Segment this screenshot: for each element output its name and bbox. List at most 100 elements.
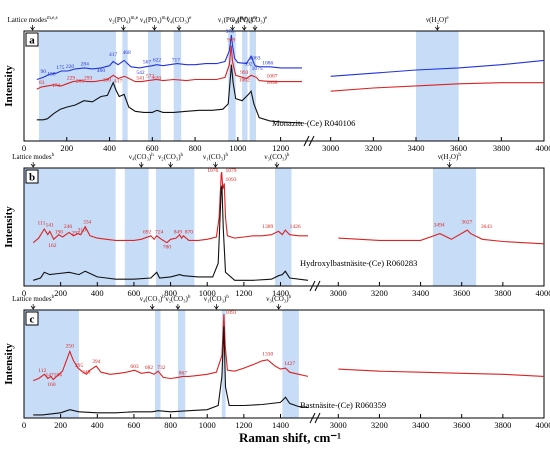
peak-label: 293 bbox=[72, 231, 81, 237]
panel-letter-box bbox=[25, 32, 39, 47]
x-tick-label: 3600 bbox=[450, 143, 467, 153]
band-label-text: ν₄(CO₃) bbox=[129, 153, 152, 161]
band-2 bbox=[148, 31, 161, 141]
plot-frame bbox=[23, 309, 545, 419]
peak-label: 682 bbox=[145, 365, 154, 371]
peak-label: 992 bbox=[244, 62, 253, 68]
band-label-text: ν₃(CO₃) bbox=[264, 153, 287, 161]
y-axis-label: Intensity bbox=[3, 65, 15, 107]
band-label: ν₄(CO₃)h bbox=[129, 153, 154, 161]
peak-label: 162 bbox=[48, 243, 57, 249]
sample-label: Monazite-(Ce) R040106 bbox=[272, 118, 355, 128]
band-1 bbox=[124, 168, 149, 286]
x-tick-label: 4000 bbox=[536, 420, 550, 430]
band-label: ν₄(CO₃)e bbox=[167, 16, 192, 24]
band-label-sup: m bbox=[253, 16, 257, 21]
band-label: ν₁(PO₄)m,e bbox=[218, 16, 248, 24]
peak-label: 141 bbox=[46, 223, 55, 229]
band-5 bbox=[242, 31, 248, 141]
band-label-text: ν₄(PO₄) bbox=[140, 16, 162, 24]
band-label-text: ν₂(CO₃) bbox=[165, 295, 188, 303]
peak-label: 1426 bbox=[290, 224, 301, 230]
panel-letter: c bbox=[30, 314, 35, 326]
series-line-right bbox=[330, 82, 544, 92]
band-label-sup: m,e,s bbox=[47, 16, 58, 21]
x-tick-label: 1200 bbox=[235, 420, 252, 430]
x-tick-label: 0 bbox=[22, 288, 26, 298]
band-label-text: ν₁(PO₄) bbox=[218, 16, 240, 24]
x-tick-label: 3400 bbox=[408, 143, 425, 153]
panel-letter-box bbox=[25, 169, 39, 184]
x-tick-label: 3000 bbox=[322, 143, 339, 153]
band-label-sup: m,e bbox=[131, 16, 139, 21]
band-label-sup: e bbox=[446, 16, 449, 21]
axis-break-mark bbox=[314, 280, 321, 292]
peak-label: 284 bbox=[81, 62, 90, 68]
x-tick-label: 200 bbox=[54, 420, 67, 430]
peak-label: 572 bbox=[146, 73, 155, 79]
axis-break-mark bbox=[309, 412, 316, 424]
x-tick-label: 1200 bbox=[235, 288, 252, 298]
x-tick-label: 1400 bbox=[272, 420, 289, 430]
band-label-sup: m,e bbox=[240, 16, 248, 21]
plot-frame bbox=[23, 167, 545, 287]
x-tick-label: 3200 bbox=[365, 143, 382, 153]
sample-label: Bastnäsite-(Ce) R060359 bbox=[300, 400, 386, 410]
peak-label: 1062 bbox=[239, 78, 250, 84]
band-arrow bbox=[149, 304, 155, 310]
peak-label: 969 bbox=[227, 37, 236, 43]
x-tick-label: 400 bbox=[91, 420, 104, 430]
x-tick-label: 800 bbox=[164, 288, 177, 298]
band-label-sup: e bbox=[189, 16, 192, 21]
peak-label: 265 bbox=[76, 79, 85, 85]
series-line bbox=[33, 326, 309, 416]
band-label-text: Lattice modes bbox=[12, 153, 52, 161]
peak-label: 3494 bbox=[434, 223, 445, 229]
band-0 bbox=[24, 168, 116, 286]
panel-b: 0 200 400 600 800 1000 1200 1400 3000 3200 3400 360… bbox=[3, 153, 550, 298]
band-arrow bbox=[214, 304, 219, 310]
peak-label: 112 bbox=[38, 368, 46, 374]
series-line-right bbox=[330, 59, 545, 77]
peak-label: 417 bbox=[114, 79, 123, 85]
peak-label: 220 bbox=[66, 64, 75, 70]
series-line bbox=[36, 64, 303, 124]
band-label-text: Lattice modes bbox=[12, 295, 52, 303]
x-tick-label: 1000 bbox=[199, 420, 216, 430]
band-arrow bbox=[213, 162, 218, 168]
band-label-sup: e bbox=[265, 16, 268, 21]
band-label-text: ν₄(CO₃) bbox=[167, 16, 190, 24]
peak-label: 567 bbox=[143, 60, 152, 66]
peak-label: 1086 bbox=[262, 61, 273, 67]
x-tick-label: 3600 bbox=[453, 420, 470, 430]
band-arrow bbox=[121, 25, 126, 31]
band-0 bbox=[38, 31, 116, 141]
peak-label: 229 bbox=[67, 76, 76, 82]
peak-label: 293 bbox=[84, 76, 93, 82]
x-tick-label: 3000 bbox=[330, 288, 347, 298]
axis-break-mark bbox=[314, 412, 321, 424]
band-arrow bbox=[175, 304, 181, 310]
band-arrow bbox=[30, 25, 35, 31]
band-1 bbox=[122, 31, 128, 141]
band-label: Lattice modesm,e,s bbox=[8, 16, 58, 24]
band-arrow bbox=[30, 304, 36, 310]
panel-a: 0 200 400 600 800 1000 1200 3000 3200 3400 3600 380… bbox=[3, 16, 550, 153]
band-arrow bbox=[138, 162, 144, 168]
x-tick-label: 0 bbox=[22, 143, 26, 153]
peak-label: 542 bbox=[136, 70, 145, 76]
peak-label: 849 bbox=[174, 230, 183, 236]
panel-letter: a bbox=[29, 35, 35, 47]
band-2 bbox=[177, 310, 186, 418]
band-label: ν₂(CO₃)h bbox=[158, 153, 183, 161]
band-label: ν(H₂O)e bbox=[426, 16, 449, 24]
band-label-sup: b bbox=[52, 295, 55, 300]
band-3 bbox=[221, 310, 226, 418]
band-4 bbox=[228, 31, 236, 141]
peak-label: 246 bbox=[64, 224, 73, 230]
x-tick-label: 3800 bbox=[494, 420, 511, 430]
series-line bbox=[33, 313, 309, 382]
x-tick-label: 200 bbox=[54, 288, 67, 298]
peak-label: 1098 bbox=[267, 80, 278, 86]
band-label-sup: b bbox=[162, 295, 165, 300]
